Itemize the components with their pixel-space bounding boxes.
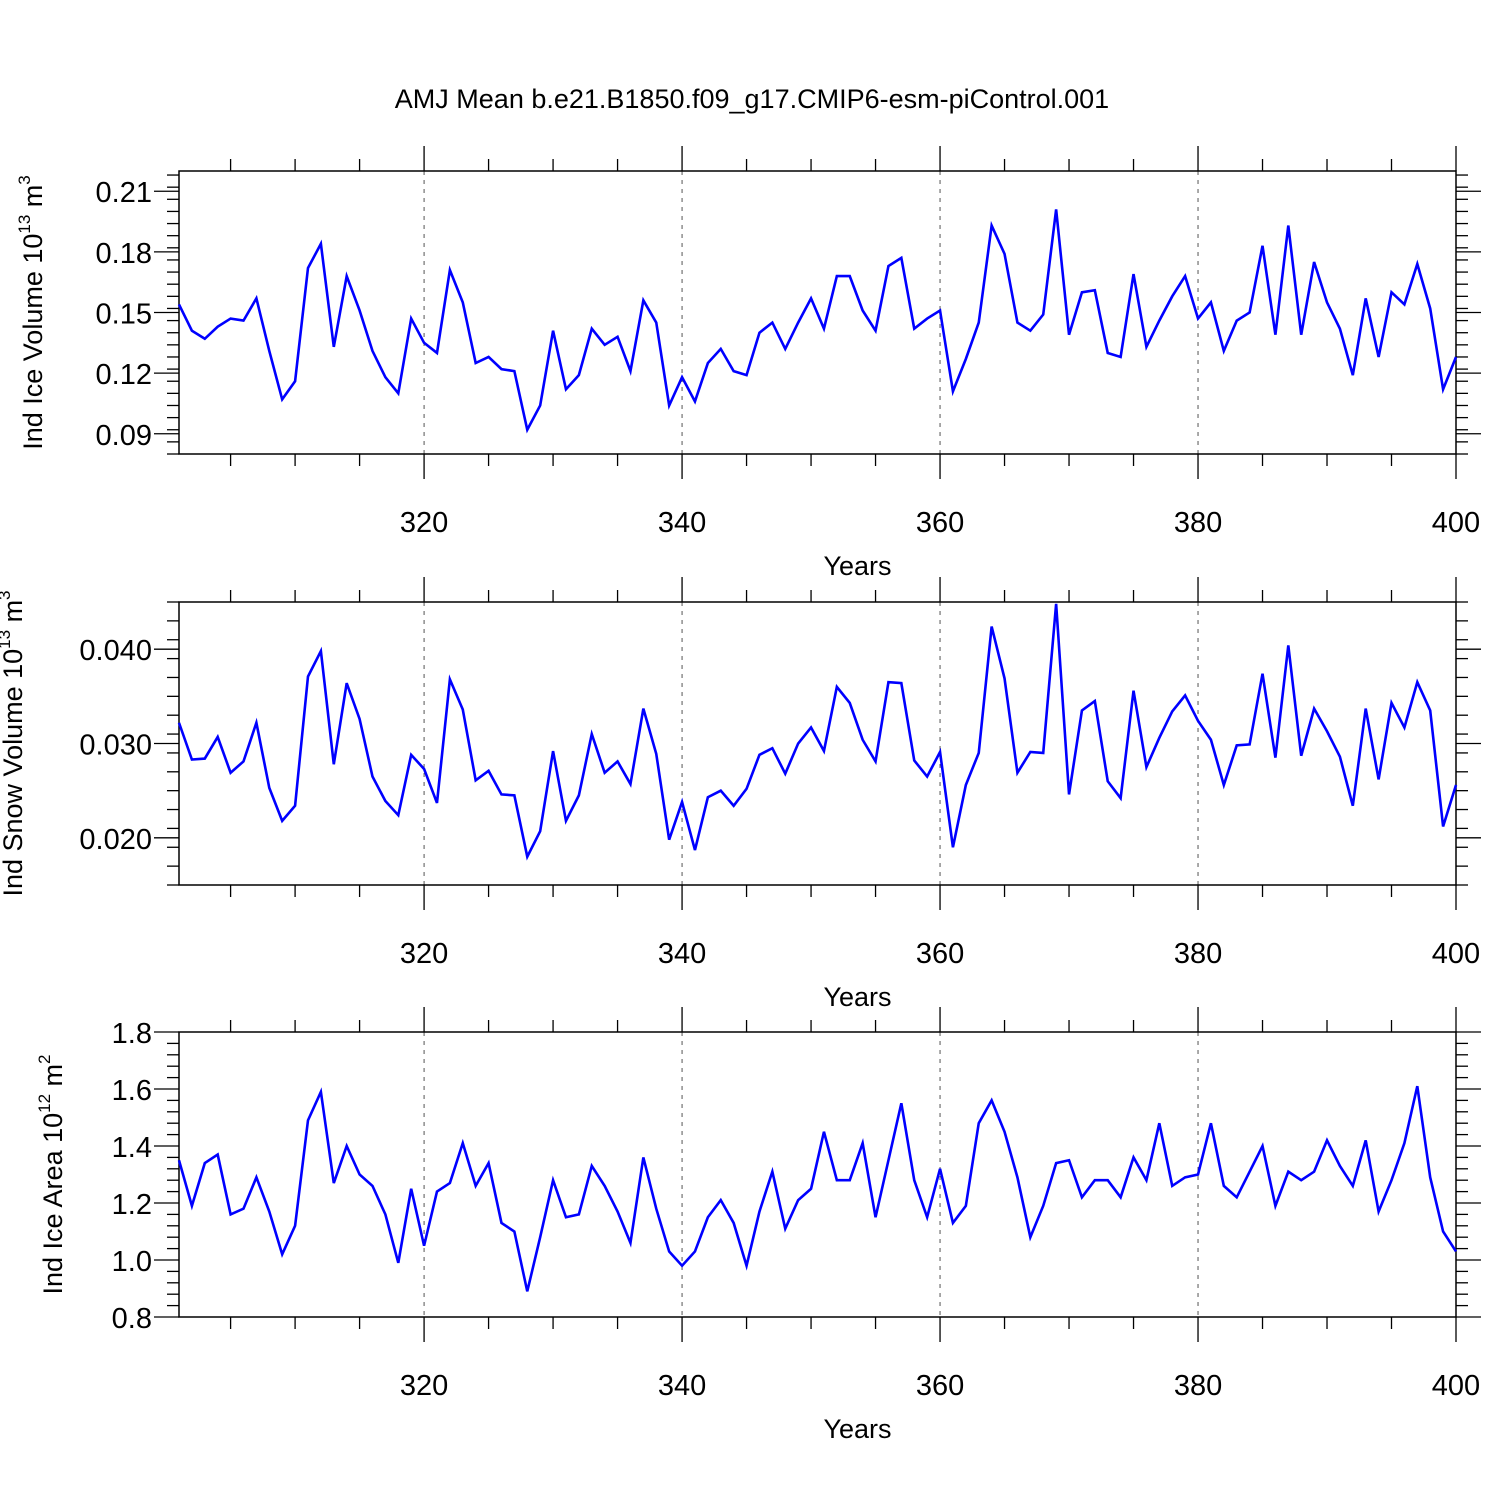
y-tick-label: 0.15 <box>96 299 152 331</box>
y-tick-label: 1.0 <box>112 1246 152 1278</box>
x-tick-label: 340 <box>658 1370 706 1402</box>
y-tick-label: 0.030 <box>79 730 152 762</box>
y-tick-label: 0.040 <box>79 635 152 667</box>
x-axis-title: Years <box>823 551 891 581</box>
x-tick-label: 380 <box>1174 1370 1222 1402</box>
y-tick-label: 0.18 <box>96 238 152 270</box>
y-tick-label: 0.21 <box>96 177 152 209</box>
x-tick-label: 320 <box>400 938 448 970</box>
x-tick-label: 380 <box>1174 507 1222 539</box>
y-tick-label: 0.8 <box>112 1303 152 1335</box>
y-tick-label: 0.020 <box>79 824 152 856</box>
x-tick-label: 320 <box>400 1370 448 1402</box>
x-tick-label: 360 <box>916 1370 964 1402</box>
y-tick-label: 1.8 <box>112 1018 152 1050</box>
y-axis-title: Ind Snow Volume 1013 m3 <box>0 590 28 896</box>
x-tick-label: 400 <box>1432 938 1480 970</box>
plot-frame <box>178 170 1457 455</box>
panel-1: 320 340 360 380 400 0.09 0.12 0.15 0.18 0.21 Years… <box>15 146 1481 581</box>
chart-title: AMJ Mean b.e21.B1850.f09_g17.CMIP6-esm-p… <box>395 84 1109 114</box>
y-tick-label: 1.6 <box>112 1075 152 1107</box>
x-tick-label: 340 <box>658 507 706 539</box>
x-tick-label: 380 <box>1174 938 1222 970</box>
x-axis-title: Years <box>823 1414 891 1444</box>
panel-2: 320 340 360 380 400 0.020 0.030 0.040 Years Ind S… <box>0 577 1481 1012</box>
panel-3: 320 340 360 380 400 0.8 1.0 1.2 1.4 1.6 1.8 Years In… <box>35 1007 1481 1444</box>
x-tick-label: 400 <box>1432 507 1480 539</box>
series-line <box>177 603 1458 861</box>
y-tick-label: 1.4 <box>112 1132 152 1164</box>
y-tick-label: 1.2 <box>112 1189 152 1221</box>
series-line <box>177 1085 1458 1292</box>
x-tick-label: 320 <box>400 507 448 539</box>
x-tick-label: 360 <box>916 507 964 539</box>
plot-frame <box>178 601 1457 886</box>
plot-frame <box>178 1031 1457 1318</box>
series-line <box>177 209 1458 434</box>
x-tick-label: 400 <box>1432 1370 1480 1402</box>
y-tick-label: 0.09 <box>96 420 152 452</box>
x-axis-title: Years <box>823 982 891 1012</box>
x-tick-label: 340 <box>658 938 706 970</box>
x-tick-label: 360 <box>916 938 964 970</box>
y-tick-label: 0.12 <box>96 359 152 391</box>
y-axis-title: Ind Ice Volume 1013 m3 <box>15 175 48 450</box>
y-axis-title: Ind Ice Area 1012 m2 <box>35 1054 68 1294</box>
